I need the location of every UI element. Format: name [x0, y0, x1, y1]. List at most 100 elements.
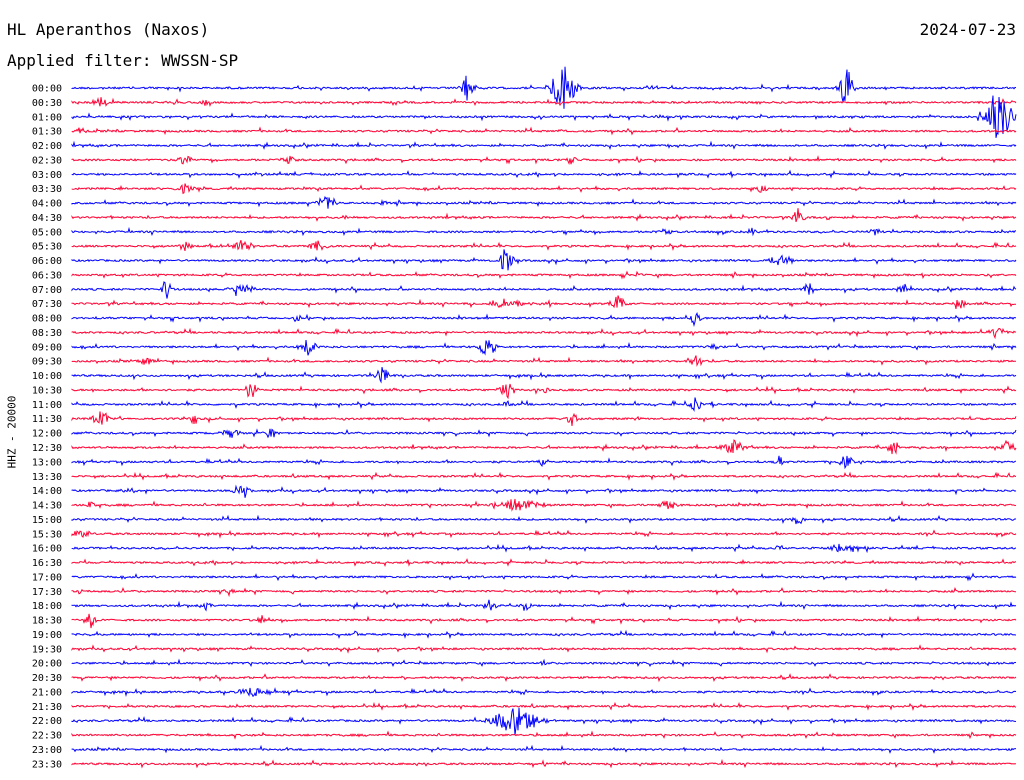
- time-tick-label: 15:30: [32, 529, 62, 540]
- trace-line-0230: [71, 155, 1017, 166]
- time-tick-label: 04:30: [32, 213, 62, 224]
- time-tick-label: 22:30: [32, 731, 62, 742]
- trace-line-1200: [71, 428, 1017, 439]
- trace-line-1830: [71, 613, 1017, 629]
- trace-line-0930: [71, 355, 1016, 367]
- time-tick-label: 16:00: [32, 544, 62, 555]
- trace-line-1330: [71, 471, 1016, 481]
- trace-line-0600: [71, 249, 1017, 271]
- trace-line-2100: [71, 687, 1017, 698]
- time-tick-label: 18:30: [32, 616, 62, 627]
- time-tick-label: 00:00: [32, 84, 62, 95]
- trace-line-2330: [71, 758, 1017, 769]
- trace-line-1030: [71, 383, 1017, 400]
- trace-line-1430: [71, 498, 1017, 512]
- time-tick-label: 20:30: [32, 673, 62, 684]
- trace-line-1300: [71, 455, 1017, 470]
- trace-line-1930: [71, 644, 1017, 654]
- time-tick-label: 19:00: [32, 630, 62, 641]
- time-tick-label: 05:00: [32, 227, 62, 238]
- trace-line-0030: [71, 96, 1017, 108]
- trace-line-0800: [71, 312, 1016, 327]
- time-tick-label: 07:30: [32, 299, 62, 310]
- time-tick-label: 23:00: [32, 745, 62, 756]
- trace-line-0200: [71, 140, 1017, 151]
- trace-line-1700: [71, 572, 1017, 582]
- trace-line-0300: [71, 169, 1017, 179]
- time-tick-label: 17:00: [32, 572, 62, 583]
- trace-line-2130: [71, 701, 1017, 712]
- time-tick-label: 18:00: [32, 601, 62, 612]
- time-tick-label: 06:00: [32, 256, 62, 267]
- trace-line-1630: [71, 557, 1017, 567]
- time-tick-label: 11:00: [32, 400, 62, 411]
- time-tick-label: 02:30: [32, 155, 62, 166]
- trace-line-1400: [71, 484, 1017, 498]
- time-tick-label: 05:30: [32, 242, 62, 253]
- time-tick-label: 11:30: [32, 414, 62, 425]
- time-tick-label: 19:30: [32, 644, 62, 655]
- trace-line-0900: [71, 340, 1017, 356]
- trace-line-0630: [71, 270, 1017, 280]
- time-tick-label: 12:30: [32, 443, 62, 454]
- trace-line-1800: [71, 599, 1017, 612]
- trace-line-2300: [71, 744, 1017, 754]
- time-tick-label: 13:00: [32, 457, 62, 468]
- trace-line-0530: [71, 240, 1017, 252]
- trace-line-1000: [71, 366, 1017, 384]
- date-label: 2024-07-23: [919, 20, 1016, 39]
- time-tick-label: 01:30: [32, 127, 62, 138]
- trace-line-0000: [71, 66, 1017, 109]
- time-tick-label: 14:30: [32, 501, 62, 512]
- trace-line-1100: [71, 397, 1017, 412]
- trace-line-1130: [71, 411, 1017, 427]
- time-tick-label: 21:00: [32, 687, 62, 698]
- time-tick-label: 12:00: [32, 429, 62, 440]
- time-tick-label: 00:30: [32, 98, 62, 109]
- time-tick-label: 20:00: [32, 659, 62, 670]
- time-tick-label: 08:00: [32, 314, 62, 325]
- time-tick-label: 17:30: [32, 587, 62, 598]
- trace-line-1730: [71, 586, 1016, 598]
- trace-line-0330: [71, 183, 1017, 195]
- time-tick-label: 22:00: [32, 716, 62, 727]
- trace-line-0730: [71, 295, 1017, 310]
- trace-line-1530: [71, 529, 1017, 539]
- time-tick-label: 16:30: [32, 558, 62, 569]
- time-tick-label: 04:00: [32, 199, 62, 210]
- time-tick-label: 21:30: [32, 702, 62, 713]
- time-tick-label: 15:00: [32, 515, 62, 526]
- time-tick-label: 06:30: [32, 270, 62, 281]
- time-tick-label: 10:30: [32, 385, 62, 396]
- time-tick-label: 10:00: [32, 371, 62, 382]
- trace-line-0100: [71, 95, 1017, 138]
- trace-line-1230: [71, 439, 1017, 455]
- time-tick-label: 09:00: [32, 342, 62, 353]
- time-tick-label: 14:00: [32, 486, 62, 497]
- trace-line-2030: [71, 673, 1017, 683]
- trace-line-0830: [71, 327, 1017, 340]
- time-tick-label: 08:30: [32, 328, 62, 339]
- time-tick-label: 01:00: [32, 112, 62, 123]
- trace-line-0130: [71, 126, 1017, 136]
- trace-line-0700: [71, 281, 1017, 299]
- time-tick-label: 13:30: [32, 472, 62, 483]
- time-tick-label: 09:30: [32, 357, 62, 368]
- trace-line-2230: [71, 730, 1017, 740]
- time-tick-label: 23:30: [32, 759, 62, 770]
- trace-line-1500: [71, 514, 1017, 525]
- time-tick-label: 03:00: [32, 170, 62, 181]
- trace-line-1900: [71, 629, 1017, 640]
- time-tick-label: 02:00: [32, 141, 62, 152]
- trace-line-1600: [71, 543, 1017, 554]
- trace-line-2200: [71, 707, 1017, 736]
- time-tick-label: 07:00: [32, 285, 62, 296]
- time-tick-label: 03:30: [32, 184, 62, 195]
- filter-text: Applied filter: WWSSN-SP: [7, 51, 239, 70]
- trace-line-0430: [71, 208, 1017, 223]
- station-title: HL Aperanthos (Naxos): [7, 20, 210, 39]
- trace-line-2000: [71, 658, 1017, 668]
- trace-line-0500: [71, 226, 1016, 237]
- trace-line-0400: [71, 195, 1017, 209]
